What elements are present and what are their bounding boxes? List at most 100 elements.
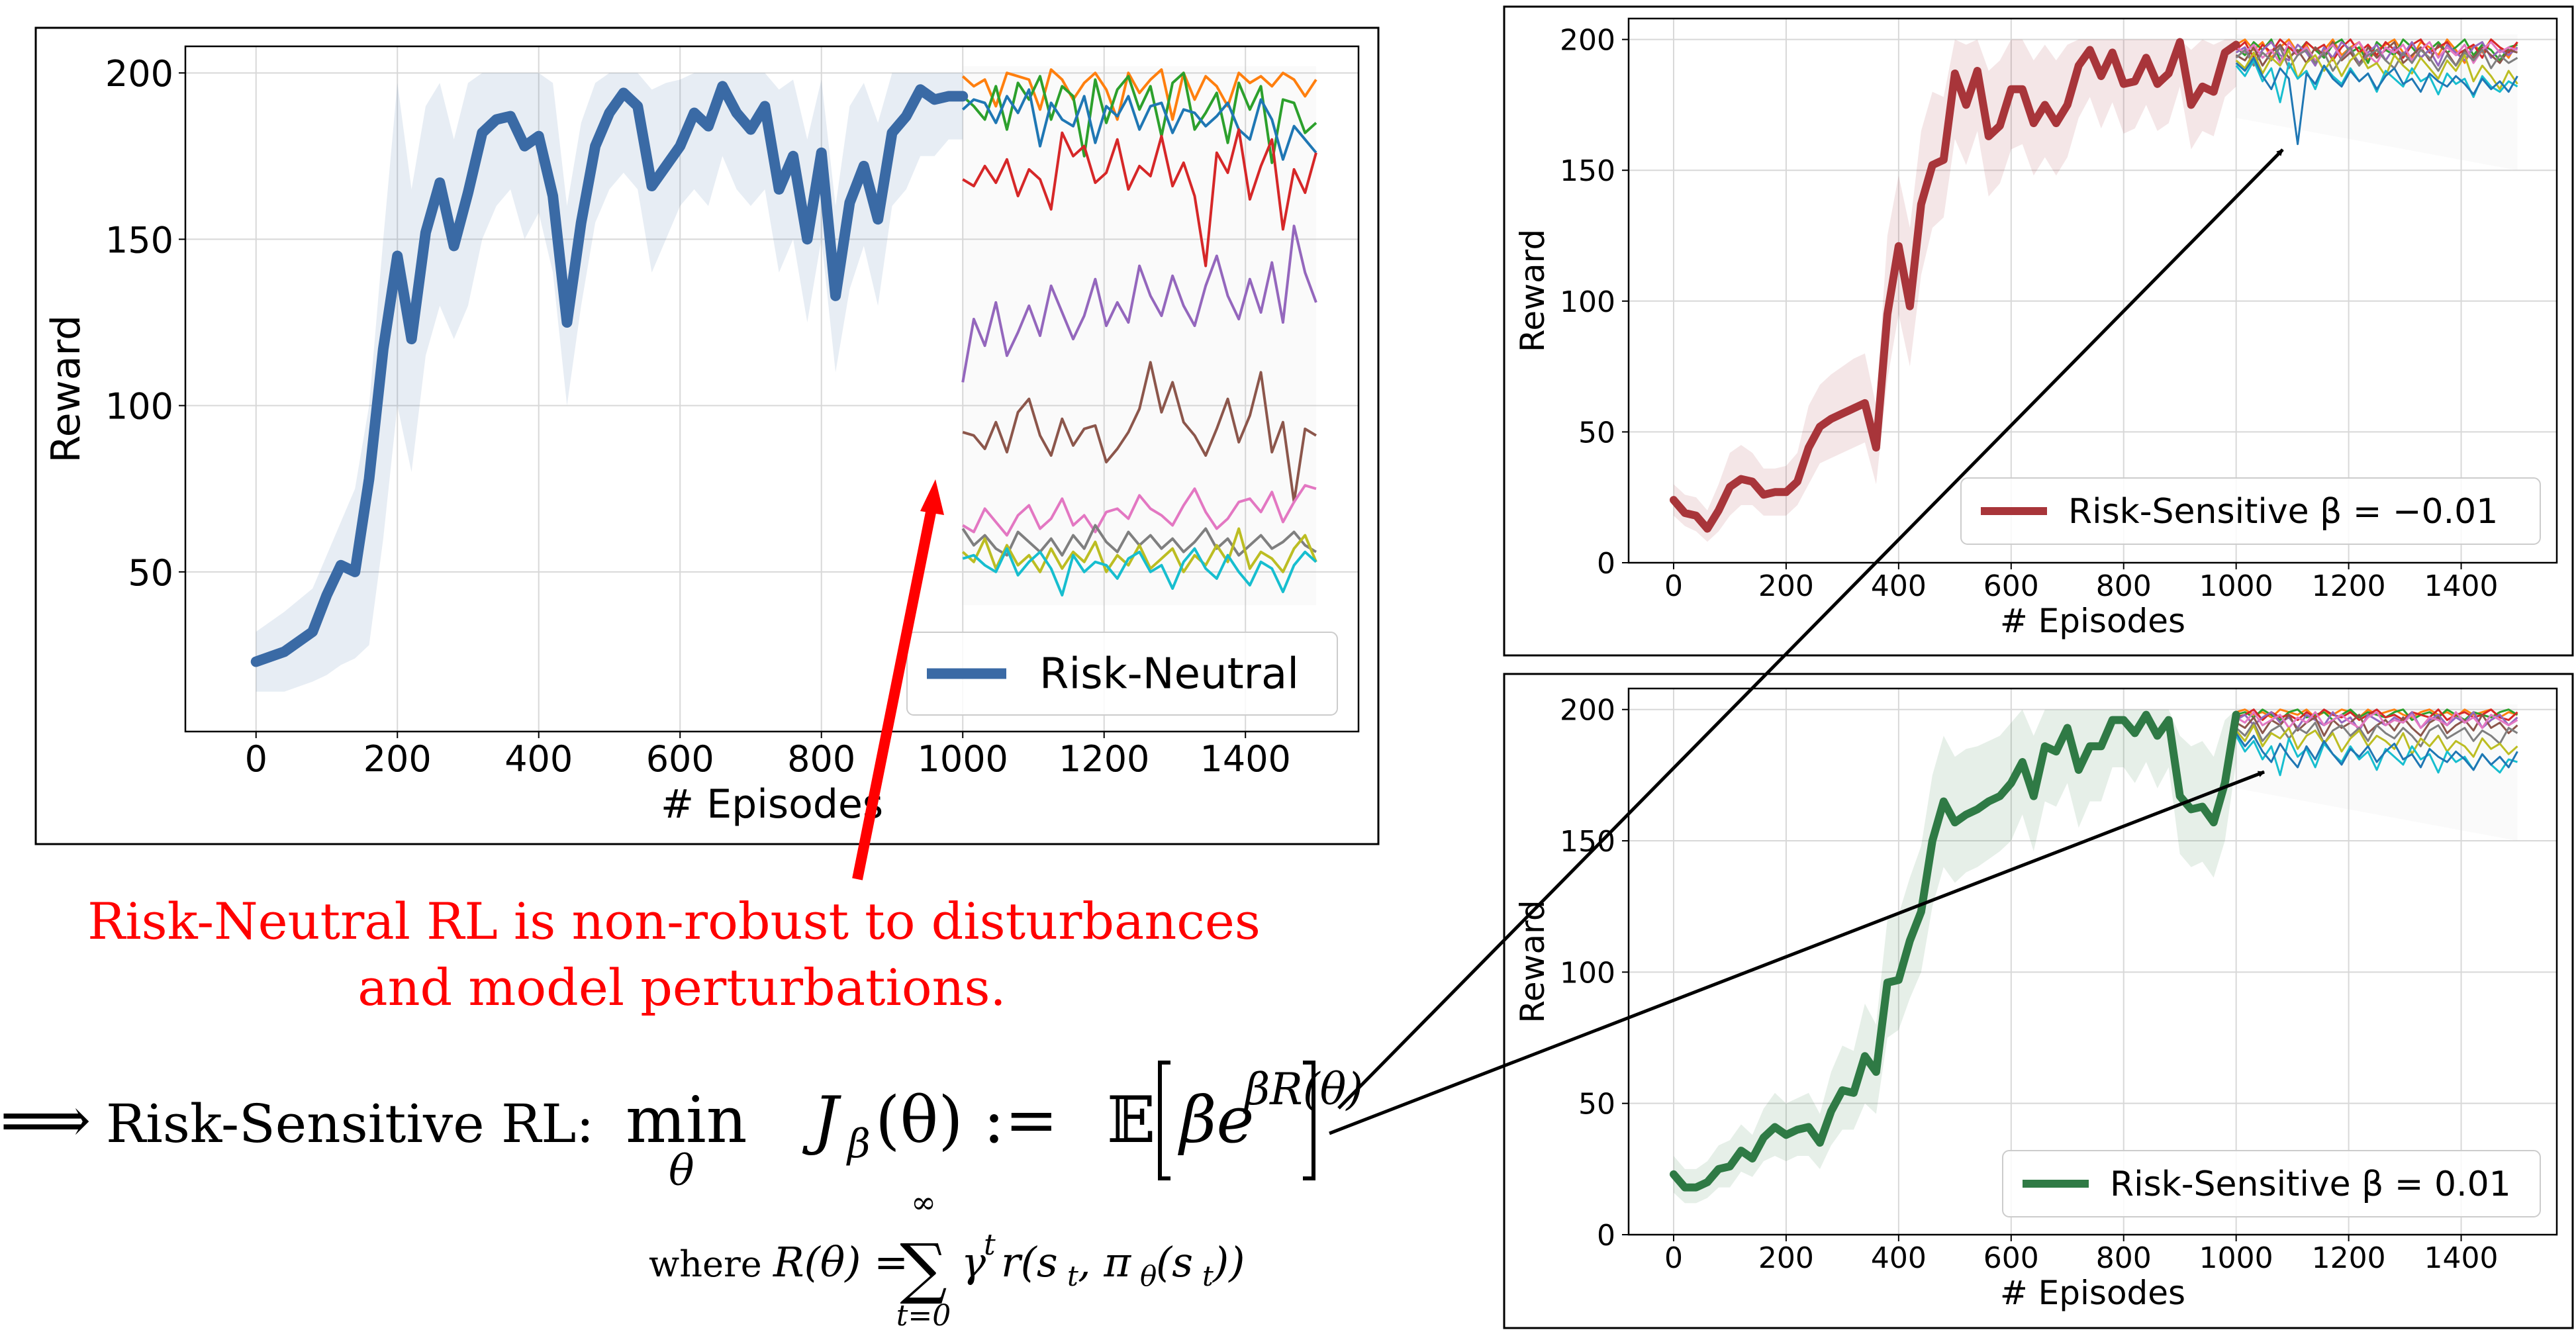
legend-label: Risk-Neutral (1039, 650, 1299, 699)
bracket-right (1303, 1061, 1315, 1180)
x-axis-label: # Episodes (2000, 1274, 2185, 1312)
x-tick-label: 600 (1983, 1241, 2039, 1275)
chart-risk-sensitive-positive: 0 200 400 600 800 1000 1200 1400 0 50 100 150 200 # E… (1513, 687, 2558, 1312)
y-tick-label: 150 (105, 219, 173, 261)
confidence-band (1673, 39, 2236, 542)
x-tick-label: 0 (1664, 569, 1683, 603)
legend-label: Risk-Sensitive β = −0.01 (2068, 492, 2498, 532)
reward-gamma-sup: t (984, 1228, 996, 1262)
formula-label: Risk-Sensitive RL: (106, 1093, 594, 1155)
x-axis-label: # Episodes (661, 781, 883, 828)
y-axis-label: Reward (1513, 229, 1552, 352)
confidence-band (1673, 709, 2236, 1204)
branch-band (2236, 34, 2518, 171)
legend-box (1960, 477, 2541, 545)
main-series-line (1669, 38, 2240, 533)
confidence-band (256, 73, 963, 692)
formula-bracket-content: βe (1178, 1083, 1254, 1157)
branch-line-6 (962, 484, 1317, 537)
branch-line-1 (961, 71, 1317, 164)
x-tick-label: 0 (245, 738, 267, 780)
formula-exponent: βR(θ) (1243, 1064, 1363, 1115)
branch-line-9 (2235, 56, 2518, 146)
x-tick-label: 1200 (2312, 569, 2386, 603)
branch-line-2 (961, 88, 1317, 161)
branch-line-9 (962, 547, 1317, 597)
y-tick-label: 150 (1560, 154, 1615, 188)
branch-line-7 (2235, 48, 2518, 91)
reward-def-left: R(θ) = (773, 1238, 908, 1286)
red-arrow-shaft (852, 498, 939, 880)
reward-close: )) (1212, 1238, 1245, 1286)
branch-line-5 (2235, 711, 2518, 729)
bracket-left (1158, 1061, 1170, 1180)
sum-symbol: ∑ (900, 1229, 947, 1307)
branch-line-6 (2235, 722, 2518, 747)
reward-gamma: γ (961, 1238, 986, 1286)
formula-min: min (626, 1083, 747, 1157)
x-tick-label: 1400 (1200, 738, 1290, 780)
x-tick-label: 200 (1758, 1241, 1814, 1275)
sum-top: ∞ (911, 1184, 936, 1220)
x-tick-label: 1200 (2312, 1241, 2386, 1275)
x-tick-label: 400 (504, 738, 573, 780)
reward-s-sub: t (1067, 1260, 1078, 1292)
branch-line-3 (962, 128, 1317, 267)
reward-pi: , π (1078, 1238, 1131, 1286)
axes-frame (1627, 17, 2558, 564)
y-axis-label: Reward (43, 315, 89, 463)
x-tick-label: 200 (363, 738, 432, 780)
branch-line-7 (2235, 724, 2518, 758)
annotation-line-1: Risk-Neutral RL is non-robust to disturb… (87, 892, 1261, 951)
reward-s-open: (s (1156, 1238, 1193, 1286)
y-tick-label: 100 (105, 386, 173, 428)
reward-s2-sub: t (1202, 1260, 1214, 1292)
chart-risk-sensitive-negative: 0 200 400 600 800 1000 1200 1400 0 50 100 150 200 # E… (1513, 17, 2558, 640)
x-tick-label: 800 (787, 738, 855, 780)
main-series-line (250, 81, 969, 667)
y-tick-label: 50 (1578, 416, 1615, 450)
x-tick-label: 400 (1871, 569, 1927, 603)
y-tick-label: 200 (105, 53, 173, 95)
panel-frame-neutral (34, 26, 1380, 845)
annotation-line-2: and model perturbations. (358, 958, 1006, 1017)
y-tick-label: 100 (1560, 285, 1615, 319)
y-tick-label: 150 (1560, 825, 1615, 859)
legend-box (2002, 1150, 2541, 1217)
y-tick-label: 200 (1560, 694, 1615, 728)
axes-frame (184, 45, 1360, 733)
branch-line-2 (2235, 38, 2518, 62)
branch-line-6 (2235, 46, 2518, 72)
formula-j-arg: (θ) := (875, 1083, 1058, 1157)
x-tick-label: 1000 (2199, 569, 2273, 603)
formula-min-sub: θ (669, 1147, 694, 1196)
panel-frame-positive (1503, 673, 2574, 1329)
y-axis-label: Reward (1513, 900, 1552, 1023)
sum-bottom: t=0 (896, 1299, 951, 1332)
y-tick-label: 200 (1560, 24, 1615, 58)
legend-label: Risk-Sensitive β = 0.01 (2110, 1165, 2511, 1204)
red-arrow-head (920, 479, 944, 515)
formula-j-sub: β (846, 1121, 871, 1167)
y-tick-label: 0 (1597, 547, 1615, 581)
formula-j: J (802, 1083, 841, 1157)
reward-r-open: r(s (1001, 1238, 1058, 1286)
x-tick-label: 200 (1758, 569, 1814, 603)
y-tick-label: 100 (1560, 956, 1615, 990)
y-tick-label: 50 (1578, 1088, 1615, 1121)
x-tick-label: 600 (646, 738, 714, 780)
formula-expectation: 𝔼 (1107, 1083, 1155, 1157)
y-tick-label: 0 (1597, 1219, 1615, 1253)
main-series-line (1669, 710, 2240, 1192)
arrow-to-positive (1329, 770, 2265, 1135)
implies-symbol: ⟹ (0, 1083, 91, 1157)
y-tick-label: 50 (128, 552, 173, 594)
axes-frame (1627, 687, 2558, 1236)
panel-frame-negative (1503, 5, 2574, 657)
legend-box (906, 632, 1338, 716)
x-axis-label: # Episodes (2000, 602, 2185, 640)
x-tick-label: 1000 (917, 738, 1008, 780)
branch-line-0 (961, 68, 1317, 121)
x-tick-label: 400 (1871, 1241, 1927, 1275)
x-tick-label: 1400 (2424, 1241, 2499, 1275)
